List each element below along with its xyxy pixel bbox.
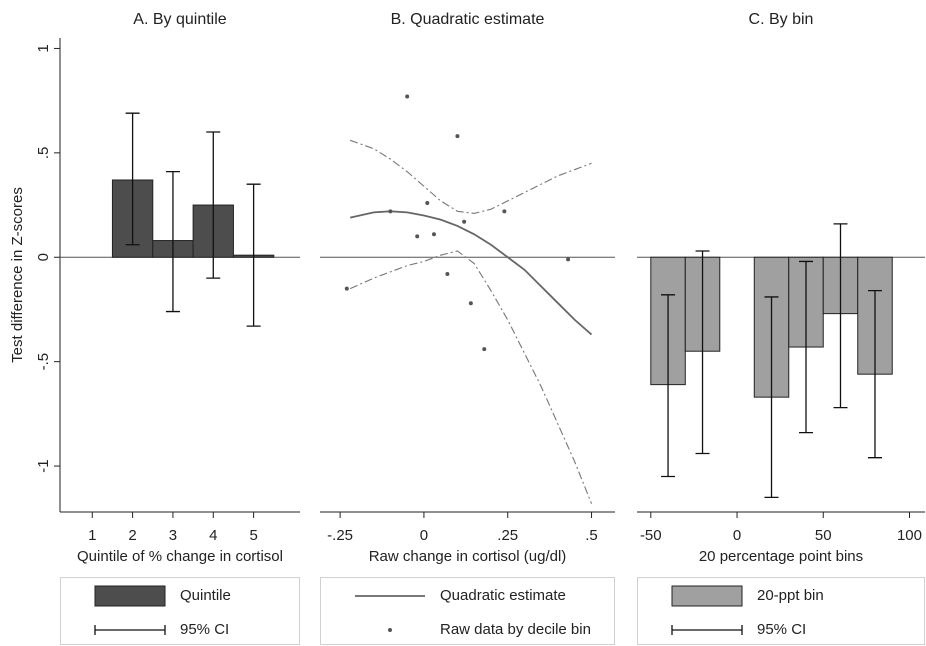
- y-tick-label: 0: [35, 253, 52, 261]
- x-tick-label: 3: [169, 527, 177, 544]
- legend-swatch: [671, 625, 743, 635]
- data-point: [425, 200, 430, 205]
- error-bar: [867, 290, 882, 459]
- x-tick-label: 0: [733, 527, 741, 544]
- legend-swatch: [388, 628, 392, 632]
- legend-box: [60, 577, 300, 645]
- legend-swatch: [671, 585, 743, 607]
- data-point: [462, 219, 467, 224]
- data-point: [415, 234, 420, 239]
- data-point: [502, 209, 507, 214]
- x-tick-label: 100: [897, 527, 922, 544]
- x-tick-label: 5: [249, 527, 257, 544]
- x-tick-label: 2: [128, 527, 136, 544]
- data-point: [431, 232, 436, 237]
- x-axis-label: Raw change in cortisol (ug/dl): [369, 548, 567, 565]
- legend-swatch: [94, 625, 166, 635]
- legend-label: 95% CI: [180, 621, 229, 638]
- y-tick-label: -.5: [35, 353, 52, 371]
- x-axis-label: Quintile of % change in cortisol: [77, 548, 283, 565]
- data-point: [566, 257, 571, 262]
- data-point: [445, 271, 450, 276]
- legend-label: Raw data by decile bin: [440, 621, 591, 638]
- legend-box: [637, 577, 925, 645]
- error-bar: [799, 260, 814, 434]
- legend-label: Quadratic estimate: [440, 587, 566, 604]
- y-tick-label: -1: [35, 459, 52, 472]
- y-tick-label: .5: [35, 147, 52, 160]
- legend-swatch: [94, 585, 166, 607]
- x-tick-label: 0: [420, 527, 428, 544]
- x-tick-label: 50: [815, 527, 832, 544]
- data-point: [388, 209, 393, 214]
- panel-title: A. By quintile: [133, 11, 226, 28]
- error-bar: [246, 183, 261, 327]
- x-tick-label: .25: [497, 527, 518, 544]
- error-bar: [165, 170, 180, 313]
- error-bar: [206, 131, 221, 279]
- x-tick-label: .5: [585, 527, 598, 544]
- error-bar: [764, 296, 779, 499]
- error-bar: [833, 223, 848, 409]
- legend-label: Quintile: [180, 587, 231, 604]
- x-tick-label: 1: [88, 527, 96, 544]
- data-point: [482, 347, 487, 352]
- data-point: [455, 134, 460, 139]
- error-bar: [125, 112, 140, 246]
- legend-label: 95% CI: [757, 621, 806, 638]
- x-tick-label: -.25: [327, 527, 353, 544]
- data-point: [344, 286, 349, 291]
- ci-upper-line: [349, 139, 592, 214]
- data-point: [405, 94, 410, 99]
- legend-label: 20-ppt bin: [757, 587, 824, 604]
- x-tick-label: 4: [209, 527, 217, 544]
- y-tick-label: 1: [35, 44, 52, 52]
- x-tick-label: -50: [640, 527, 662, 544]
- estimate-line: [349, 210, 593, 336]
- panel-title: B. Quadratic estimate: [391, 11, 545, 28]
- error-bar: [661, 294, 676, 478]
- ci-lower-line: [349, 250, 593, 504]
- panel-title: C. By bin: [749, 11, 814, 28]
- x-axis-label: 20 percentage point bins: [699, 548, 863, 565]
- data-point: [468, 301, 473, 306]
- legend-box: [320, 577, 615, 645]
- error-bar: [695, 250, 710, 455]
- y-axis-label: Test difference in Z-scores: [9, 187, 26, 363]
